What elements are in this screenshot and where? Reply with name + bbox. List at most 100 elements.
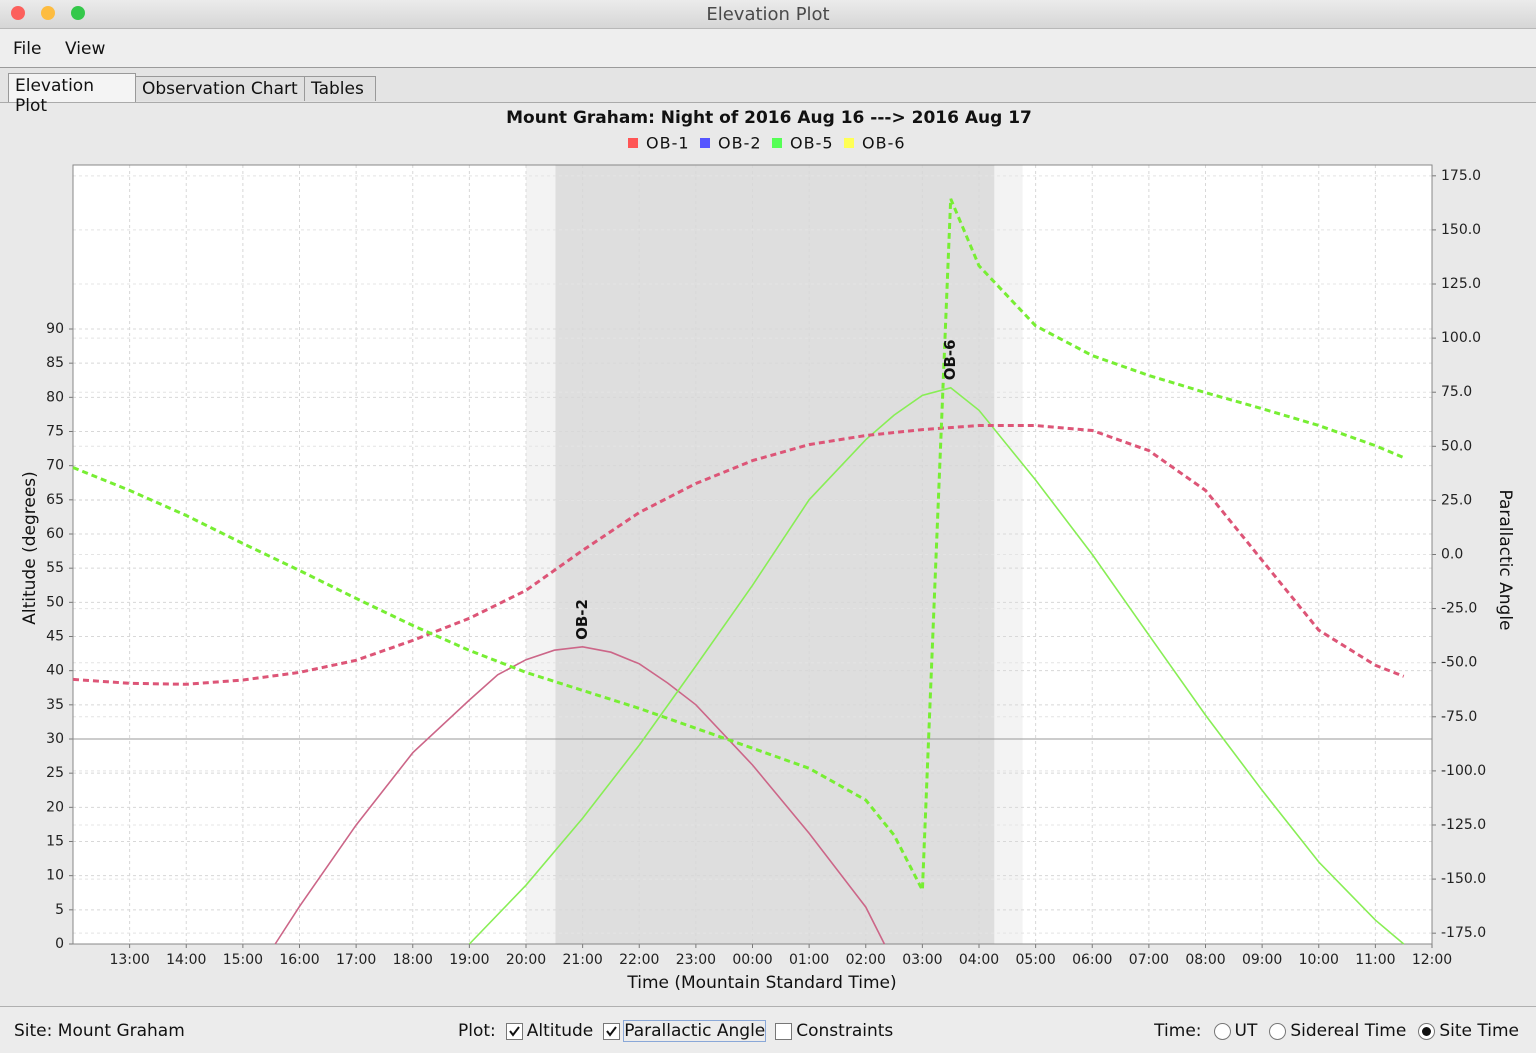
y-tick-label: 10 [46,868,64,884]
checkbox[interactable] [775,1022,793,1040]
tab[interactable]: Tables [304,76,376,101]
legend-swatch [628,138,638,148]
menu-item[interactable]: View [65,39,106,59]
x-tick-label: 02:00 [846,952,886,968]
y-tick-label: 85 [46,355,64,371]
y-tick-label: 80 [46,389,64,405]
tab-bar: Elevation Plot Observation Chart Tables [0,68,1536,116]
radio-button[interactable] [1213,1022,1231,1040]
y-tick-label: 60 [46,526,64,542]
x-axis-label: Time (Mountain Standard Time) [626,973,896,993]
legend-swatch [772,138,782,148]
y2-tick-label: -75.0 [1441,709,1477,725]
y2-tick-label: 125.0 [1441,276,1481,292]
plot-label: Plot: [458,1021,496,1041]
plot-options: Plot: Altitude Parallactic Angle Constraint… [458,1020,894,1042]
close-button[interactable] [11,6,25,20]
plot-border [72,164,1433,945]
x-tick-label: 08:00 [1185,952,1225,968]
x-tick-label: 05:00 [1015,952,1055,968]
x-tick-label: 16:00 [279,952,319,968]
x-tick-label: 06:00 [1072,952,1112,968]
checkbox-label[interactable]: Parallactic Angle [623,1020,767,1042]
y-axis-label: Altitude (degrees) [20,471,40,625]
window-title: Elevation Plot [706,4,830,25]
y-tick-label: 25 [46,765,64,781]
y2-tick-label: -25.0 [1441,601,1477,617]
x-tick-label: 00:00 [732,952,772,968]
y2-tick-label: 75.0 [1441,384,1472,400]
tab[interactable]: Observation Chart [135,76,305,101]
series-line [468,386,1405,945]
menu-bar: File View [0,29,1536,68]
checkbox-label[interactable]: Altitude [526,1021,594,1041]
radio-label[interactable]: Site Time [1439,1021,1519,1041]
checkbox[interactable] [505,1022,523,1040]
x-tick-label: 21:00 [562,952,602,968]
title-bar: Elevation Plot [0,0,1536,29]
x-tick-label: 17:00 [336,952,376,968]
tab[interactable]: Elevation Plot [8,73,136,116]
y2-tick-label: 25.0 [1441,492,1472,508]
x-tick-label: 12:00 [1412,952,1452,968]
time-options: Time: UT Sidereal Time Site Time [1154,1021,1519,1041]
site-label: Site: Mount Graham [14,1021,185,1041]
x-tick-label: 10:00 [1299,952,1339,968]
chart-title: Mount Graham: Night of 2016 Aug 16 ---> … [506,108,1032,128]
radio-label[interactable]: Sidereal Time [1290,1021,1407,1041]
y2-tick-label: -100.0 [1441,763,1486,779]
x-tick-label: 07:00 [1129,952,1169,968]
minimize-button[interactable] [41,6,55,20]
y-tick-label: 30 [46,731,64,747]
status-bar: Site: Mount Graham Plot: Altitude Parallac… [0,1006,1536,1053]
y-tick-label: 20 [46,799,64,815]
x-tick-label: 20:00 [506,952,546,968]
y-tick-label: 55 [46,560,64,576]
time-label: Time: [1154,1021,1202,1041]
legend: OB-1 OB-2 OB-5 OB-6 [628,134,906,153]
y2-axis-label: Parallactic Angle [1495,489,1515,630]
radio-button[interactable] [1418,1022,1436,1040]
annotation: OB-2 [573,599,591,640]
y-tick-label: 90 [46,321,64,337]
x-tick-label: 01:00 [789,952,829,968]
zoom-button[interactable] [71,6,85,20]
y2-tick-label: 100.0 [1441,330,1481,346]
y-tick-label: 70 [46,458,64,474]
legend-swatch [700,138,710,148]
radio-button[interactable] [1269,1022,1287,1040]
y2-tick-label: 0.0 [1441,547,1463,563]
series-line [72,424,1405,686]
y-tick-label: 75 [46,424,64,440]
y2-tick-label: -50.0 [1441,655,1477,671]
checkbox-label[interactable]: Constraints [796,1021,894,1041]
y-tick-label: 45 [46,629,64,645]
legend-label: OB-6 [862,134,906,153]
x-tick-label: 19:00 [449,952,489,968]
x-tick-label: 18:00 [393,952,433,968]
check-mark [508,1025,520,1037]
y-tick-label: 5 [55,902,64,918]
legend-swatch [844,138,854,148]
annotation: OB-6 [941,339,959,380]
check-mark [606,1025,618,1037]
y-tick-label: 0 [55,936,64,952]
menu-item[interactable]: File [13,39,42,59]
x-tick-label: 14:00 [166,952,206,968]
legend-label: OB-5 [790,134,834,153]
y2-tick-label: 50.0 [1441,438,1472,454]
y-tick-label: 15 [46,834,64,850]
y2-tick-label: 150.0 [1441,222,1481,238]
x-tick-label: 13:00 [109,952,149,968]
radio-label[interactable]: UT [1234,1021,1258,1041]
y-tick-label: 40 [46,663,64,679]
x-tick-label: 03:00 [902,952,942,968]
legend-label: OB-2 [718,134,762,153]
y2-tick-label: -125.0 [1441,817,1486,833]
x-tick-label: 23:00 [676,952,716,968]
checkbox[interactable] [603,1022,621,1040]
x-tick-label: 09:00 [1242,952,1282,968]
y2-tick-label: -150.0 [1441,871,1486,887]
legend-label: OB-1 [646,134,690,153]
